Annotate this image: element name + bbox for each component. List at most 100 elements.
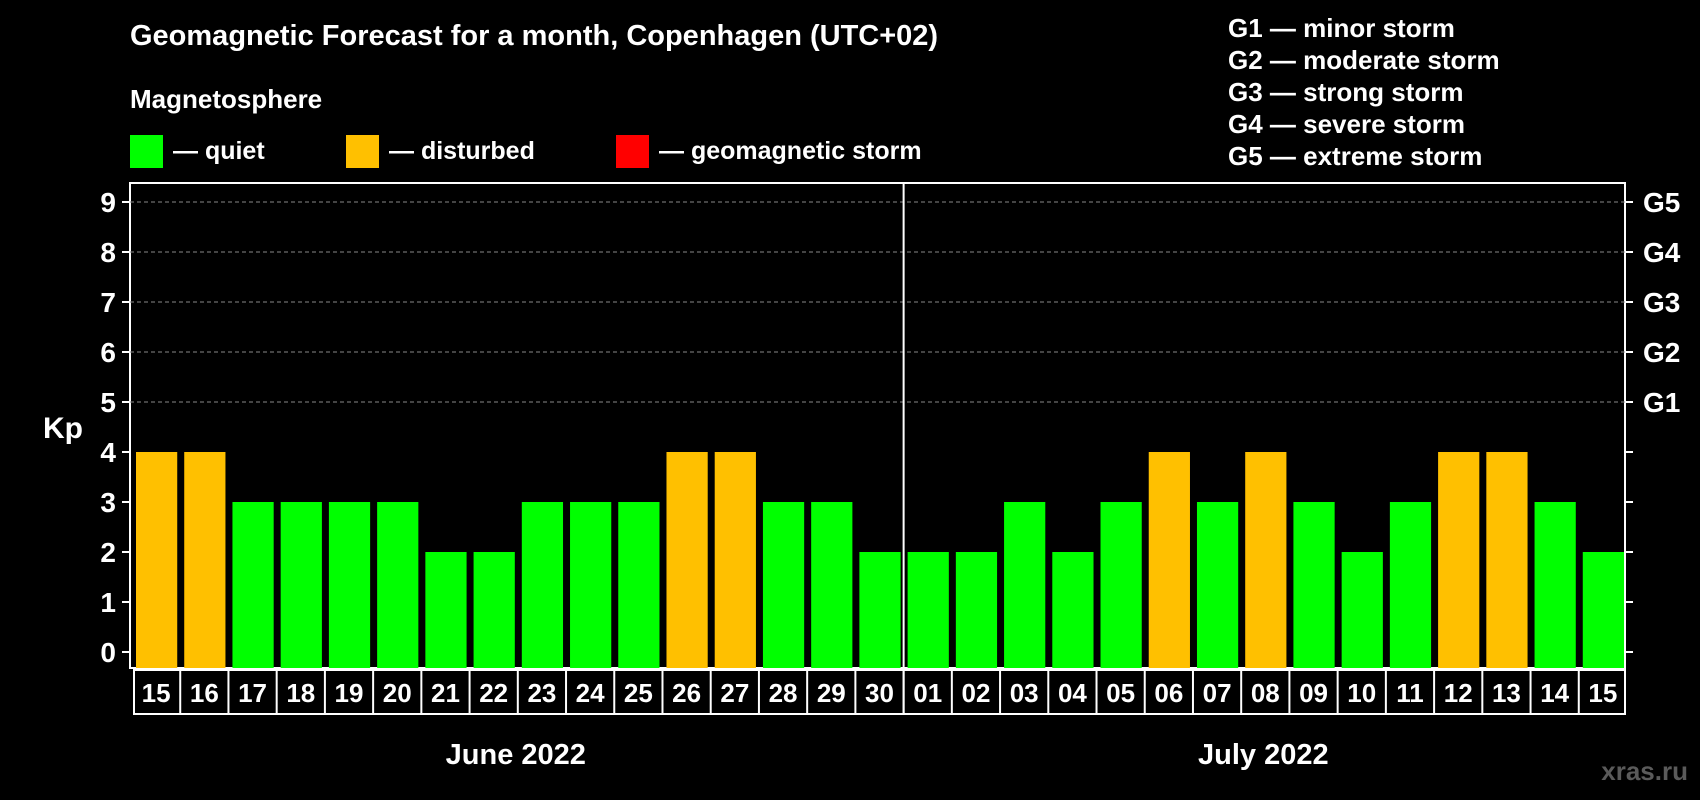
legend-item-disturbed: — disturbed (346, 134, 535, 168)
legend-heading: Magnetosphere (130, 84, 323, 114)
y-tick-label-3: 3 (100, 487, 116, 518)
legend-swatch-storm (616, 134, 649, 168)
bar-13 (762, 502, 805, 668)
x-tick-label-10: 25 (624, 678, 653, 708)
x-tick-label-11: 26 (672, 678, 701, 708)
bar-1 (184, 452, 226, 668)
x-tick-label-30: 15 (1588, 678, 1617, 708)
bar-25 (1341, 552, 1383, 668)
bar-17 (955, 552, 998, 668)
y-tick-label-6: 6 (100, 337, 116, 368)
legend-swatch-quiet (130, 134, 163, 168)
watermark: xras.ru (1601, 756, 1688, 786)
y-tick-label-2: 2 (100, 537, 116, 568)
legend-label-storm: — geomagnetic storm (659, 136, 922, 165)
bar-21 (1148, 452, 1190, 668)
g-label-g1: G1 (1643, 387, 1680, 418)
x-tick-label-13: 28 (769, 678, 798, 708)
bar-24 (1293, 502, 1335, 668)
y-tick-label-5: 5 (100, 387, 116, 418)
bar-6 (425, 552, 467, 668)
bar-28 (1486, 452, 1528, 668)
g-label-g3: G3 (1643, 287, 1680, 318)
y-tick-label-1: 1 (100, 587, 116, 618)
y-tick-label-7: 7 (100, 287, 116, 318)
x-tick-label-7: 22 (479, 678, 508, 708)
bar-9 (570, 502, 612, 668)
legend-item-quiet: — quiet (130, 134, 265, 168)
bar-22 (1196, 502, 1239, 668)
x-tick-label-5: 20 (383, 678, 412, 708)
bar-27 (1438, 452, 1480, 668)
bar-14 (811, 502, 853, 668)
bar-12 (714, 452, 756, 668)
x-tick-label-20: 05 (1106, 678, 1135, 708)
storm-level-g1: G1 — minor storm (1228, 13, 1455, 43)
legend-label-quiet: — quiet (173, 136, 265, 165)
storm-level-legend: G1 — minor storm G2 — moderate storm G3 … (1228, 12, 1500, 172)
bar-11 (666, 452, 708, 668)
x-tick-label-17: 02 (961, 678, 990, 708)
x-tick-label-12: 27 (720, 678, 749, 708)
bar-7 (473, 552, 515, 668)
y-axis-label: Kp (43, 412, 83, 445)
storm-level-g3: G3 — strong storm (1228, 77, 1464, 107)
bar-29 (1534, 502, 1576, 668)
x-tick-label-6: 21 (431, 678, 460, 708)
month-label-0: June 2022 (446, 739, 586, 771)
legend-item-storm: — geomagnetic storm (616, 134, 922, 168)
bar-20 (1100, 502, 1142, 668)
y-tick-label-4: 4 (100, 437, 116, 468)
storm-level-g5: G5 — extreme storm (1228, 141, 1483, 171)
bar-18 (1004, 502, 1046, 668)
date-strip (133, 669, 1626, 715)
month-label-1: July 2022 (1198, 739, 1329, 771)
x-tick-label-29: 14 (1540, 678, 1569, 708)
x-tick-label-22: 07 (1203, 678, 1232, 708)
bar-0 (136, 452, 178, 668)
x-tick-label-27: 12 (1444, 678, 1473, 708)
storm-level-g4: G4 — severe storm (1228, 109, 1466, 139)
x-tick-label-3: 18 (286, 678, 315, 708)
x-tick-label-18: 03 (1010, 678, 1039, 708)
x-tick-label-19: 04 (1058, 678, 1087, 708)
legend-swatch-disturbed (346, 134, 379, 168)
x-tick-label-1: 16 (190, 678, 219, 708)
bar-30 (1582, 552, 1624, 668)
bar-15 (859, 552, 901, 668)
chart-title: Geomagnetic Forecast for a month, Copenh… (130, 20, 939, 52)
y-tick-label-9: 9 (100, 187, 116, 218)
storm-level-g2: G2 — moderate storm (1228, 45, 1500, 75)
bar-2 (232, 502, 274, 668)
x-tick-label-14: 29 (817, 678, 846, 708)
bar-3 (280, 502, 322, 668)
bar-16 (907, 552, 949, 668)
g-label-g5: G5 (1643, 187, 1680, 218)
bar-23 (1245, 452, 1287, 668)
x-tick-label-2: 17 (238, 678, 267, 708)
x-tick-label-8: 23 (527, 678, 556, 708)
x-tick-label-9: 24 (576, 678, 605, 708)
x-tick-label-23: 08 (1251, 678, 1280, 708)
x-tick-label-4: 19 (335, 678, 364, 708)
x-tick-label-24: 09 (1299, 678, 1328, 708)
bar-19 (1052, 552, 1094, 668)
y-tick-label-8: 8 (100, 237, 116, 268)
bar-5 (377, 502, 419, 668)
x-tick-label-0: 15 (142, 678, 171, 708)
x-tick-label-25: 10 (1347, 678, 1376, 708)
legend-label-disturbed: — disturbed (389, 136, 535, 165)
x-tick-label-21: 06 (1154, 678, 1183, 708)
x-tick-label-15: 30 (865, 678, 894, 708)
x-tick-label-26: 11 (1396, 678, 1424, 708)
y-tick-label-0: 0 (100, 637, 116, 668)
x-tick-label-28: 13 (1492, 678, 1521, 708)
bar-10 (618, 502, 660, 668)
x-tick-label-16: 01 (913, 678, 942, 708)
bar-26 (1389, 502, 1432, 668)
bar-4 (328, 502, 371, 668)
g-label-g2: G2 (1643, 337, 1680, 368)
g-label-g4: G4 (1643, 237, 1681, 268)
bar-8 (521, 502, 564, 668)
